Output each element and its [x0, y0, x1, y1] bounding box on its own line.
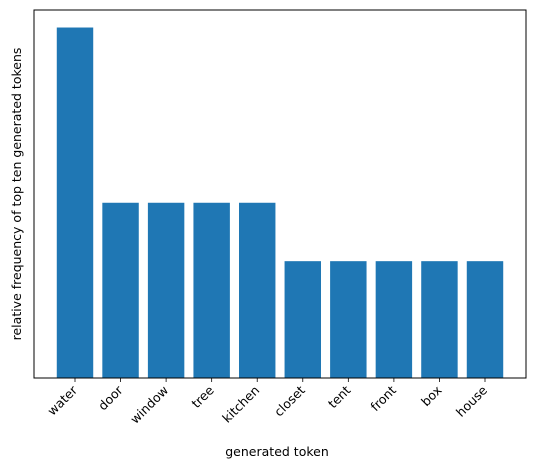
bar-house: [466, 261, 504, 378]
bar-window: [147, 202, 185, 378]
y-axis-label: relative frequency of top ten generated …: [9, 48, 24, 341]
bar-door: [102, 202, 139, 378]
bar-tent: [330, 261, 367, 378]
bar-closet: [284, 261, 321, 378]
bar-kitchen: [239, 202, 276, 378]
bar-water: [56, 27, 94, 379]
bar-box: [421, 261, 458, 378]
x-axis-label: generated token: [225, 444, 329, 459]
bar-front: [375, 261, 413, 378]
bar-tree: [193, 202, 230, 378]
plot-frame: [33, 9, 527, 379]
bars-group: [56, 27, 504, 379]
